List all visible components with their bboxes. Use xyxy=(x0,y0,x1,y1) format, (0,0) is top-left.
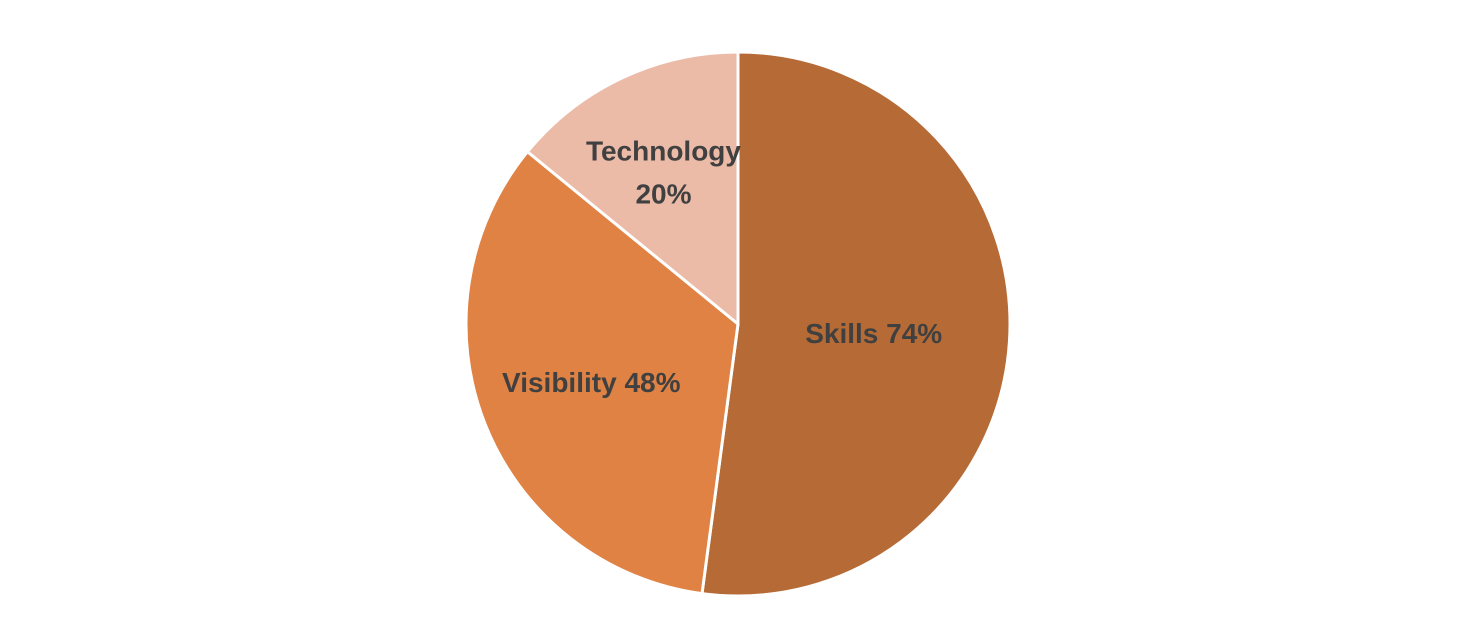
pie-data-labels: Skills 74% Visibility 48% Technology 20% xyxy=(502,136,942,398)
data-label-technology: Technology 20% xyxy=(586,136,741,210)
data-label-category: Technology xyxy=(586,136,741,167)
data-label-skills: Skills 74% xyxy=(805,318,942,349)
pie-slice-technology xyxy=(526,50,740,326)
data-label-value: 20% xyxy=(635,179,691,210)
pie-slice-skills xyxy=(700,50,1012,598)
pie-slices xyxy=(464,50,1012,598)
data-label-visibility: Visibility 48% xyxy=(502,367,681,398)
pie-slice-visibility xyxy=(464,150,740,596)
